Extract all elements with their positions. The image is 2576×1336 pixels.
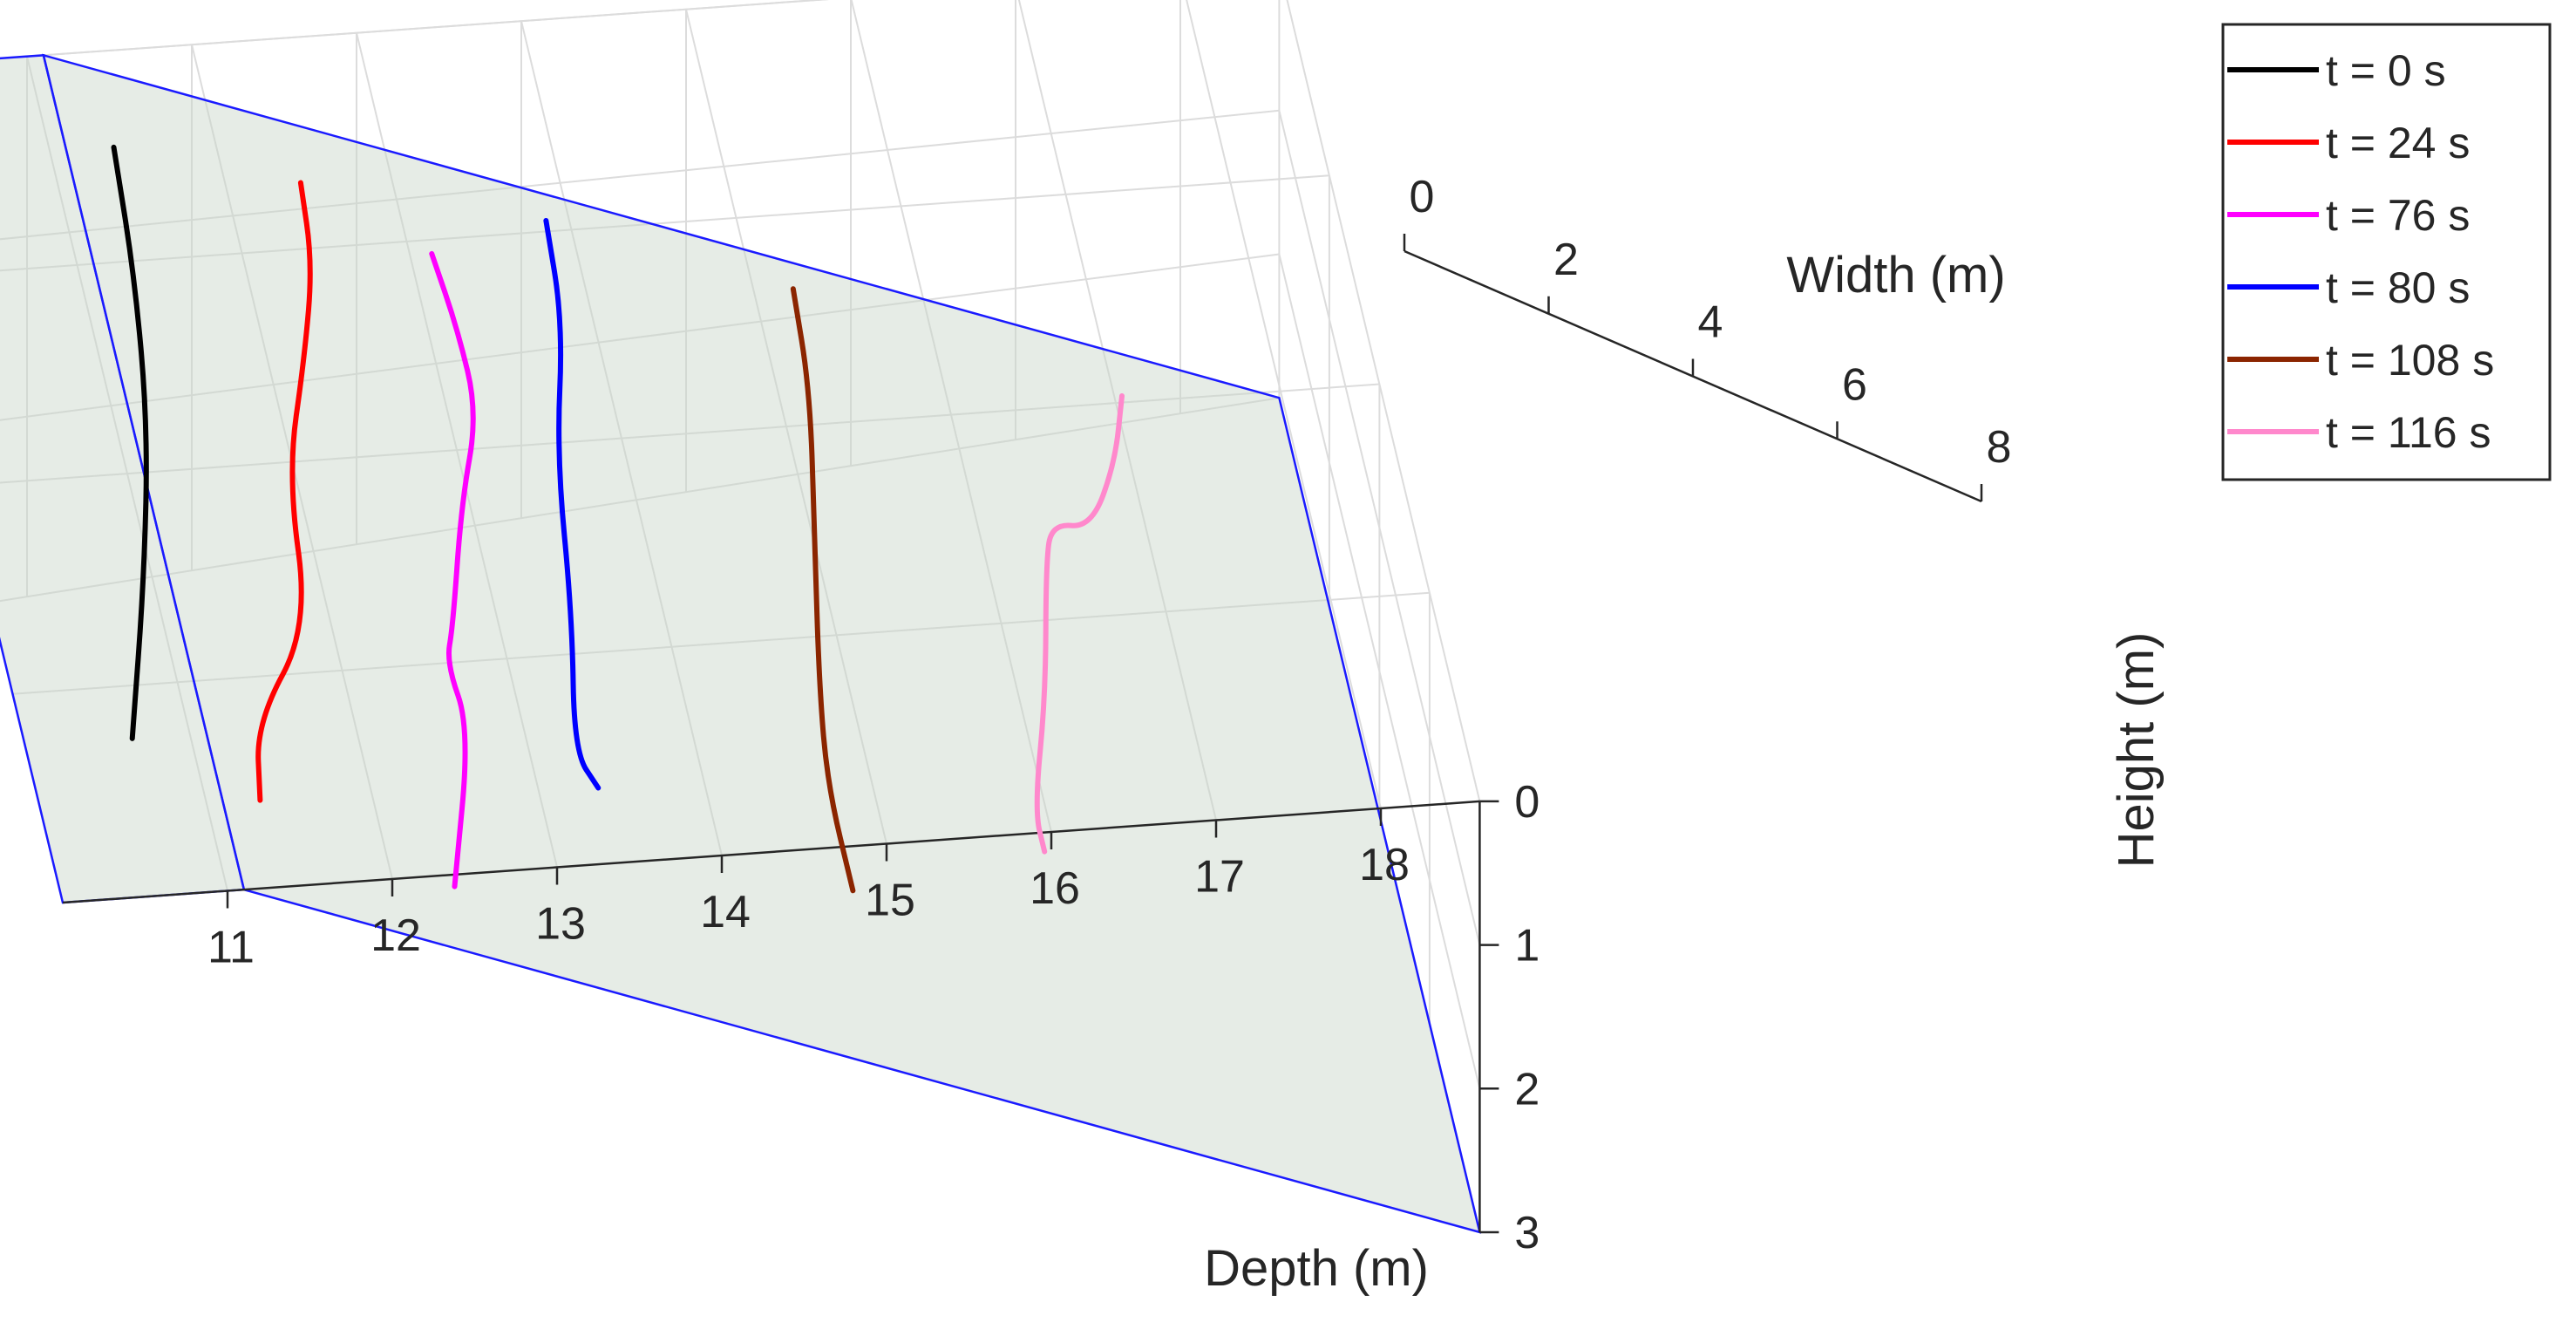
x-tick-label: 17 <box>1194 852 1245 903</box>
legend-entry: t = 24 s <box>2227 119 2470 167</box>
z-axis-label: Height (m) <box>2108 632 2165 869</box>
legend-entry: t = 116 s <box>2227 408 2491 457</box>
floor-grid-line-width <box>0 383 1380 484</box>
side-wall-grid-line-horizontal <box>1286 0 1481 802</box>
legend-entry: t = 0 s <box>2227 46 2446 95</box>
legend-entry: t = 76 s <box>2227 191 2470 240</box>
legend: t = 0 s t = 24 s t = 76 s t = 80 s t = 108 s… <box>2221 23 2552 481</box>
x-tick-label: 13 <box>535 899 586 950</box>
y-tick-label: 8 <box>1987 422 2012 473</box>
z-tick-label: 1 <box>1514 921 1539 971</box>
z-tick-label: 3 <box>1514 1208 1539 1258</box>
z-tick-label: 0 <box>1514 777 1539 828</box>
side-wall-grid-line-horizontal <box>1278 110 1481 945</box>
x-tick-label: 16 <box>1030 863 1080 914</box>
y-tick-label: 6 <box>1842 359 1867 410</box>
x-tick-label: 11 <box>207 923 255 973</box>
legend-label: t = 24 s <box>2326 119 2470 167</box>
floor-grid-line-width <box>0 174 1329 272</box>
data-series <box>111 144 1125 894</box>
floor-grid-line-width <box>12 591 1430 695</box>
y-tick-label: 2 <box>1553 235 1579 285</box>
legend-entry: t = 80 s <box>2227 263 2470 312</box>
z-tick-label: 2 <box>1514 1064 1539 1114</box>
legend-label: t = 108 s <box>2326 336 2494 385</box>
legend-label: t = 80 s <box>2326 263 2470 312</box>
back-wall-grid-line-horizontal <box>0 397 1280 603</box>
back-wall-grid-line-horizontal <box>0 253 1280 421</box>
legend-label: t = 0 s <box>2326 46 2446 95</box>
series-line-t-24-s <box>255 180 313 803</box>
legend-box <box>2221 23 2552 481</box>
axes <box>62 234 1983 1234</box>
series-line-t-0-s <box>111 144 149 741</box>
wave-surfaces <box>0 53 1482 1234</box>
x-tick-label: 18 <box>1359 840 1410 890</box>
x-axis-line <box>62 800 1480 904</box>
surface-sloping-beach <box>42 53 1482 1234</box>
x-axis-label: Depth (m) <box>1204 1240 1429 1297</box>
series-line-t-76-s <box>429 250 476 890</box>
series-line-t-108-s <box>790 286 856 894</box>
series-line-t-80-s <box>543 217 602 791</box>
x-tick-label: 14 <box>700 887 751 937</box>
legend-label: t = 76 s <box>2326 191 2470 240</box>
back-wall-grid-line-horizontal <box>0 109 1280 241</box>
x-tick-label: 15 <box>865 876 915 926</box>
series-line-t-116-s <box>1034 393 1125 855</box>
y-axis-label: Width (m) <box>1786 247 2005 303</box>
back-wall-grid-line-horizontal <box>0 0 829 59</box>
x-tick-label: 12 <box>370 910 421 961</box>
side-wall-grid-line-horizontal <box>1278 254 1481 1089</box>
legend-entry: t = 108 s <box>2227 336 2494 385</box>
grid-lines <box>0 0 1481 1233</box>
legend-label: t = 116 s <box>2326 408 2491 457</box>
y-tick-label: 0 <box>1410 172 1435 222</box>
y-tick-label: 4 <box>1698 297 1723 348</box>
